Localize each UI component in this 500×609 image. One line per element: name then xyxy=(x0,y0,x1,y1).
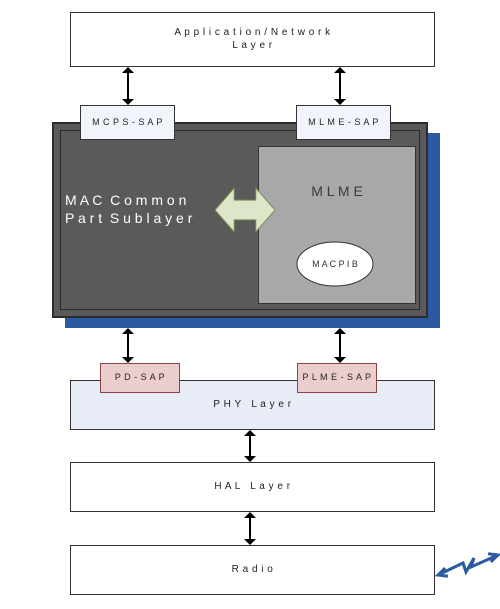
mlme-sap-label: M L M E - S A P xyxy=(308,117,379,128)
connector-line xyxy=(127,334,129,357)
arrow-head-up xyxy=(122,328,134,334)
hal-layer: H A L L a y e r xyxy=(70,462,435,512)
app-network-layer: A p p l i c a t i o n / N e t w o r k L … xyxy=(70,12,435,67)
mlme-box-label: M L M E xyxy=(259,183,415,201)
mac-pib: M A C P I B xyxy=(295,240,375,288)
mac-common-part-sublayer: M A C C o m m o n P a r t S u b l a y e … xyxy=(65,192,230,227)
phy-layer-label: P H Y L a y e r xyxy=(213,399,291,412)
connector-line xyxy=(339,73,341,99)
connector-line xyxy=(249,518,251,539)
radio: R a d i o xyxy=(70,545,435,595)
plme-sap-label: P L M E - S A P xyxy=(302,372,371,383)
pd-sap-label: P D - S A P xyxy=(115,372,165,383)
mac-common-part-sublayer-label: M A C C o m m o n P a r t S u b l a y e … xyxy=(65,192,192,227)
bidi-block-arrow xyxy=(215,188,275,232)
arrow-head-up xyxy=(244,512,256,518)
pd-sap: P D - S A P xyxy=(100,363,180,393)
mcps-sap-label: M C P S - S A P xyxy=(92,117,163,128)
connector-line xyxy=(127,73,129,99)
radio-label: R a d i o xyxy=(232,564,274,577)
arrow-head-up xyxy=(334,328,346,334)
connector-line xyxy=(249,436,251,456)
app-network-layer-label: A p p l i c a t i o n / N e t w o r k L … xyxy=(174,27,330,52)
mlme-sap: M L M E - S A P xyxy=(296,105,391,140)
plme-sap: P L M E - S A P xyxy=(297,363,377,393)
hal-layer-label: H A L L a y e r xyxy=(214,481,290,494)
arrow-head-up xyxy=(244,430,256,436)
mcps-sap: M C P S - S A P xyxy=(80,105,175,140)
rf-lightning-arrow xyxy=(426,537,500,593)
arrow-head-up xyxy=(334,67,346,73)
arrow-head-up xyxy=(122,67,134,73)
connector-line xyxy=(339,334,341,357)
mac-pib-label: M A C P I B xyxy=(312,259,358,269)
